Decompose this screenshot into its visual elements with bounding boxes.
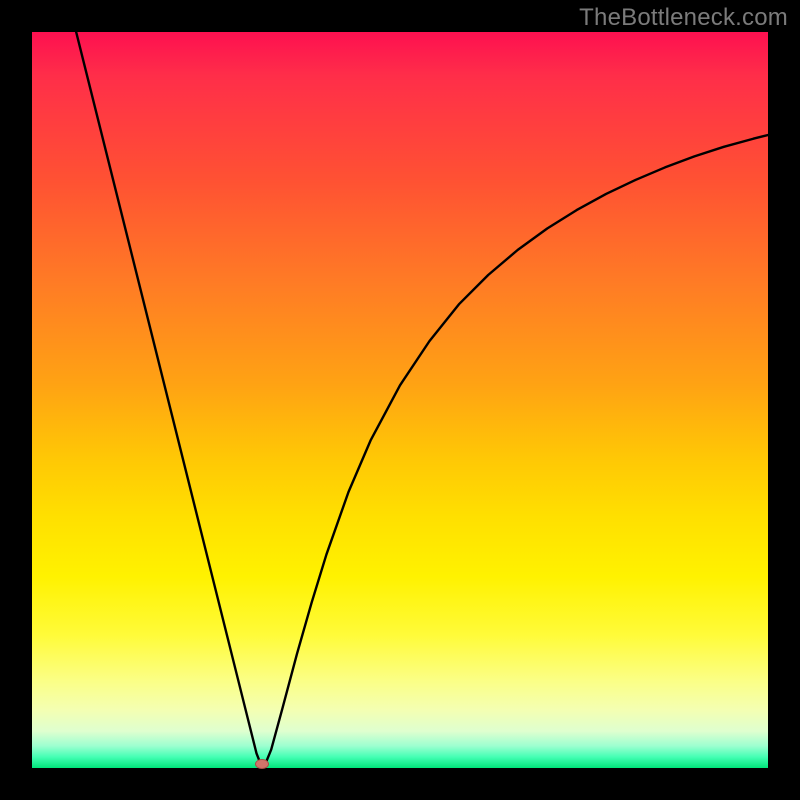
- chart-canvas: TheBottleneck.com: [0, 0, 800, 800]
- watermark-text: TheBottleneck.com: [579, 4, 788, 32]
- bottleneck-curve: [32, 32, 768, 768]
- plot-area: [32, 32, 768, 768]
- optimum-marker: [255, 759, 269, 769]
